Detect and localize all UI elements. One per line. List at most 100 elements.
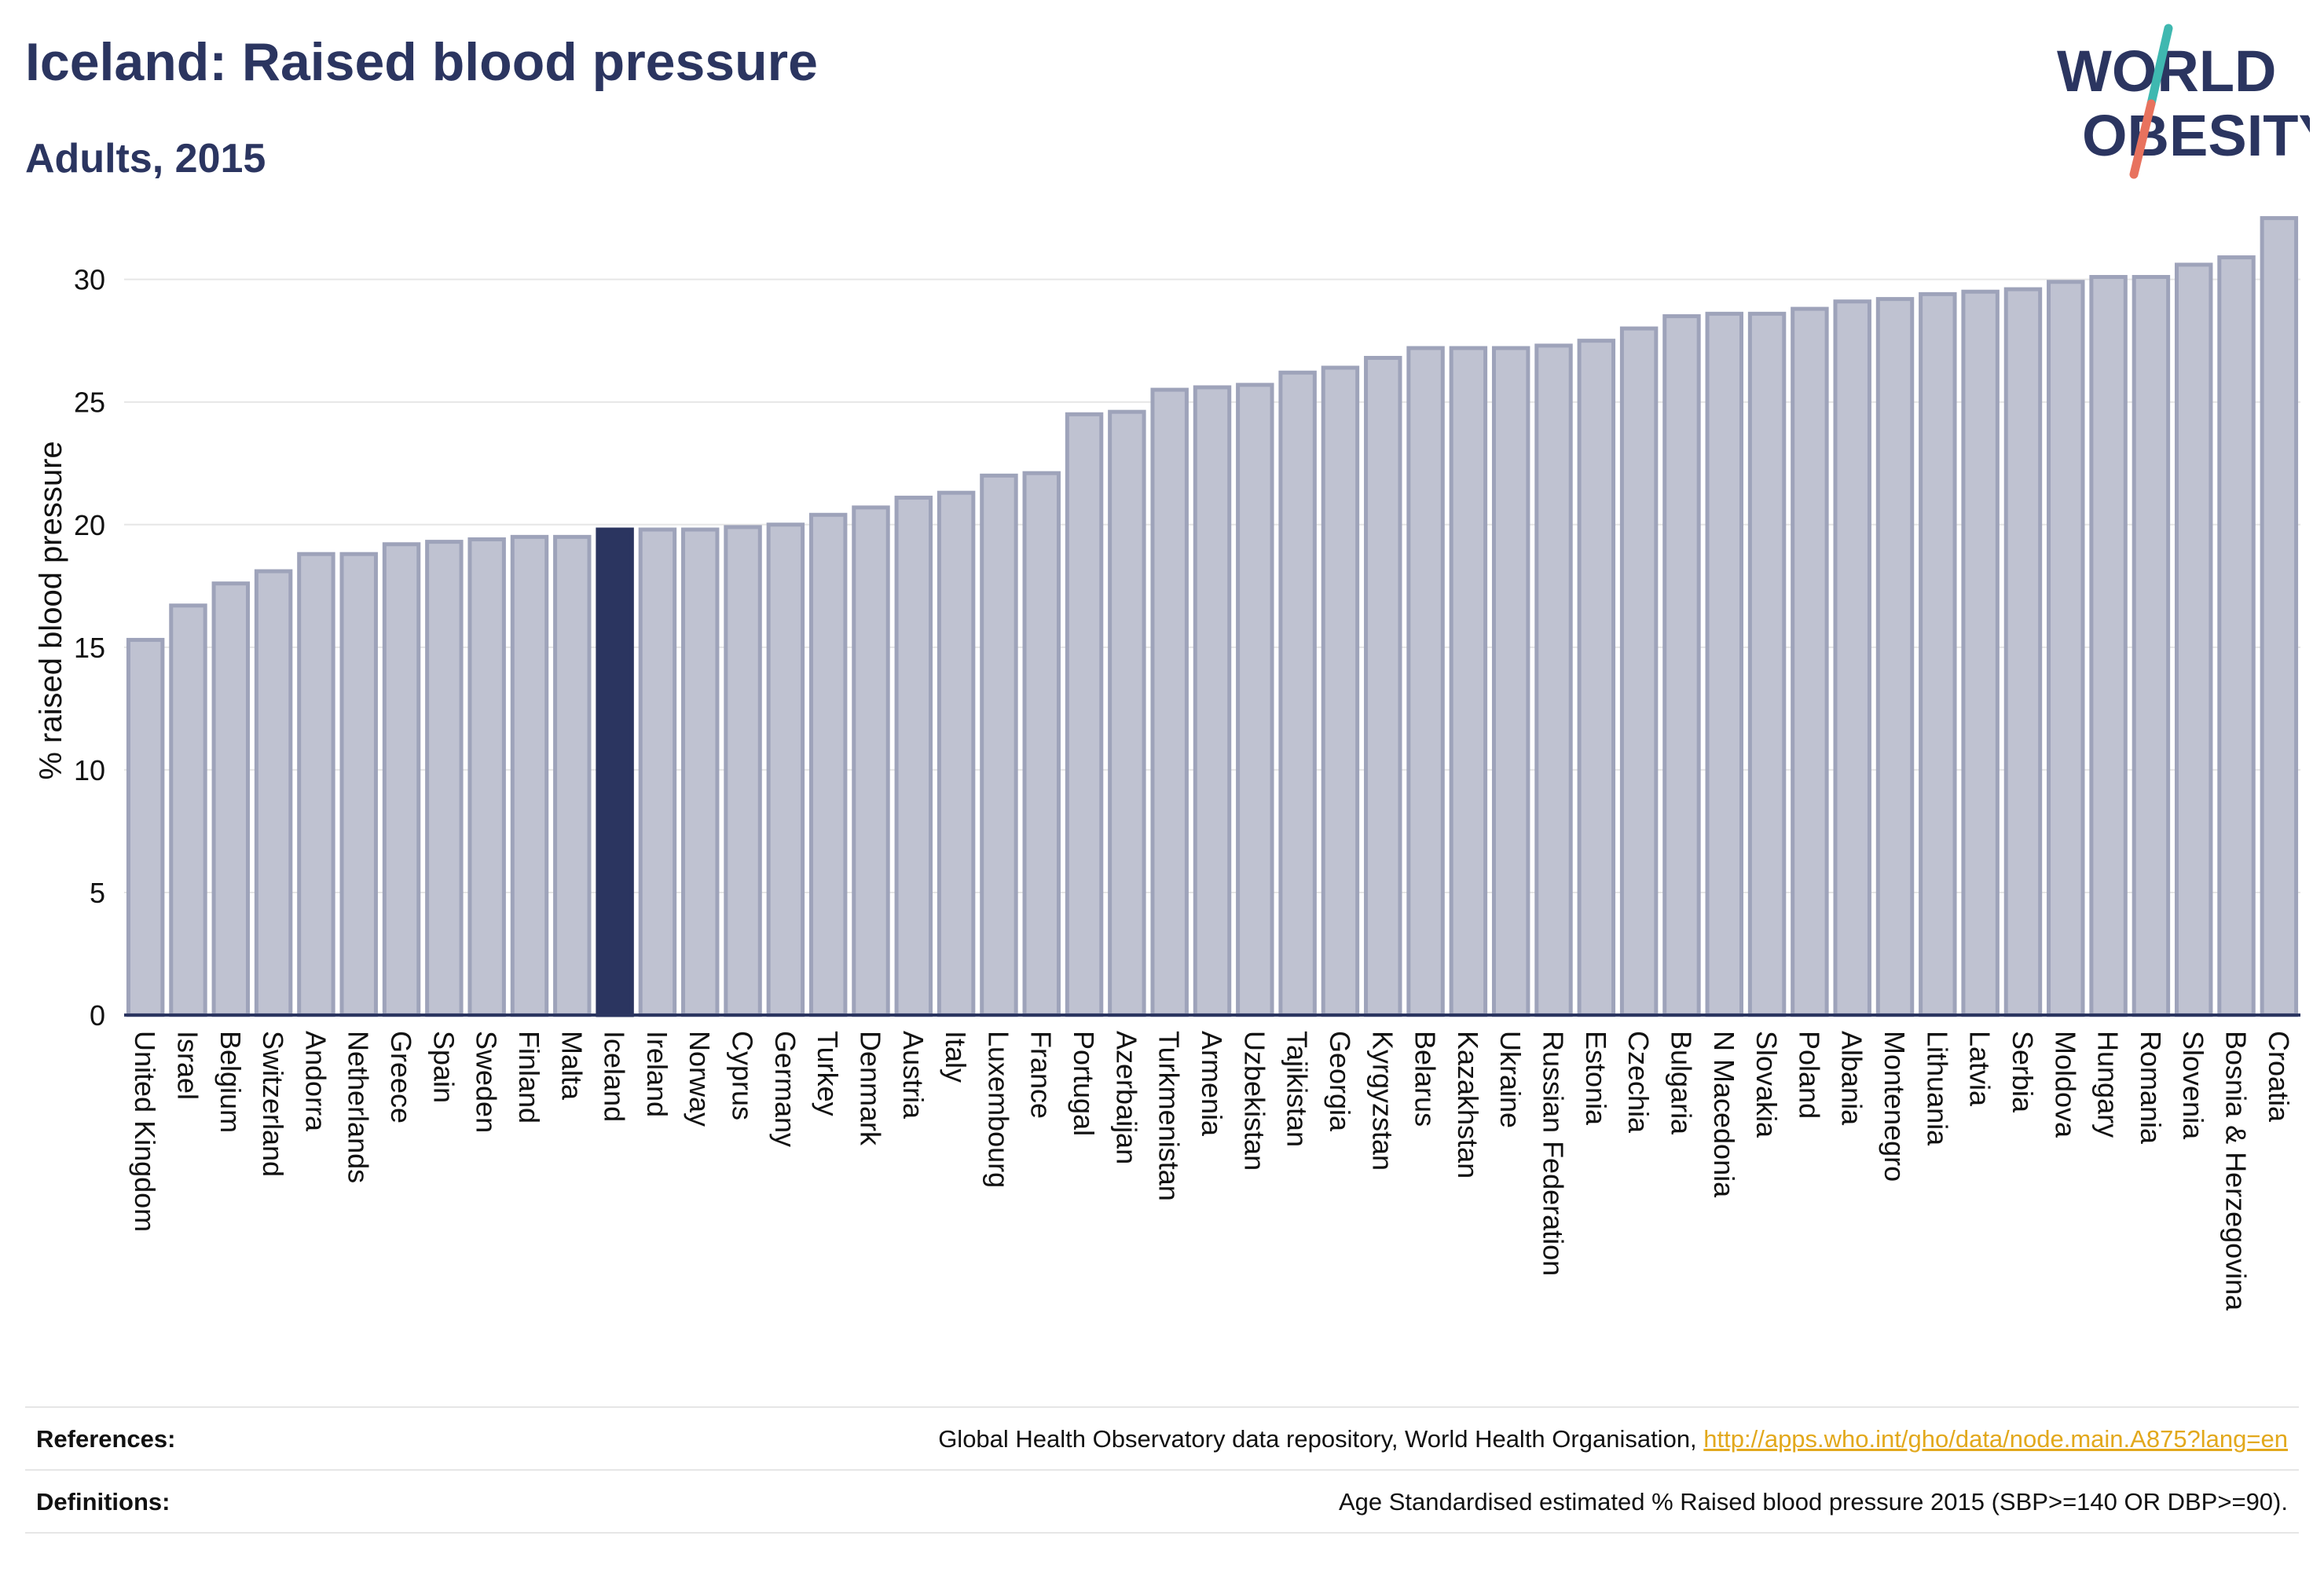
bar: [211, 581, 251, 1017]
bar: [2003, 287, 2043, 1017]
y-tick-label: 20: [74, 509, 105, 541]
bars: [126, 216, 2299, 1017]
x-tick-label: Greece: [385, 1031, 417, 1123]
bar: [980, 473, 1018, 1017]
x-tick-label: Estonia: [1580, 1031, 1612, 1126]
bar: [1961, 289, 2000, 1017]
references-value: Global Health Observatory data repositor…: [938, 1425, 2288, 1453]
x-tick-label: Montenegro: [1879, 1031, 1911, 1182]
x-tick-label: Poland: [1793, 1031, 1825, 1119]
y-tick-label: 15: [74, 632, 105, 664]
references-text: Global Health Observatory data repositor…: [938, 1425, 1704, 1453]
bar: [2260, 216, 2299, 1017]
x-tick-label: Sweden: [471, 1031, 503, 1133]
logo-slash-red: [2129, 99, 2156, 179]
bar: [1662, 313, 1701, 1017]
bar: [766, 522, 805, 1017]
bar: [1791, 306, 1829, 1017]
x-tick-label: Turkmenistan: [1153, 1031, 1186, 1201]
x-tick-label: Netherlands: [343, 1031, 375, 1183]
y-tick-label: 5: [90, 877, 105, 909]
bar: [1875, 297, 1915, 1017]
x-tick-label: Malta: [555, 1031, 588, 1101]
bar: [2132, 275, 2171, 1017]
bar-chart: 0 5 10 15 20 25 30 United Kingdom Israel Belgium…: [34, 216, 2300, 1311]
x-tick-label: Portugal: [1068, 1031, 1100, 1136]
bar: [724, 525, 762, 1017]
bar: [1577, 339, 1616, 1017]
x-tick-label: Slovenia: [2177, 1031, 2209, 1140]
x-tick-label: Belarus: [1409, 1031, 1442, 1127]
world-obesity-logo: WORLD OBESITY: [2057, 24, 2310, 179]
x-tick-label: Moldova: [2049, 1031, 2081, 1138]
bar: [2174, 262, 2213, 1017]
x-tick-label: Israel: [171, 1031, 203, 1100]
bar: [169, 603, 207, 1017]
x-tick-label: Russian Federation: [1538, 1031, 1570, 1276]
bar: [1321, 365, 1360, 1017]
bar: [1449, 346, 1488, 1017]
x-tick-label: Tajikistan: [1281, 1031, 1314, 1147]
x-tick-label: Turkey: [812, 1031, 844, 1116]
x-tick-label: Austria: [897, 1031, 929, 1120]
x-tick-label: Kyrgyzstan: [1366, 1031, 1398, 1171]
bar: [1705, 311, 1743, 1017]
x-tick-label: Norway: [684, 1031, 716, 1127]
bar: [1619, 326, 1659, 1017]
y-tick-label: 10: [74, 754, 105, 786]
x-tick-label: Denmark: [854, 1031, 886, 1146]
x-tick-label: Germany: [769, 1031, 801, 1147]
x-tick-label: Finland: [513, 1031, 545, 1123]
x-tick-label: Italy: [940, 1031, 972, 1083]
bar: [1833, 299, 1871, 1017]
bar: [1534, 343, 1573, 1017]
bar: [681, 527, 720, 1017]
x-tick-label: United Kingdom: [129, 1031, 161, 1232]
bar: [2047, 280, 2085, 1017]
bar: [1406, 346, 1445, 1017]
x-tick-label: Hungary: [2092, 1031, 2124, 1138]
bar: [1108, 409, 1146, 1017]
x-tick-label: Slovakia: [1750, 1031, 1783, 1138]
bar: [1364, 356, 1402, 1017]
bar: [1193, 385, 1232, 1017]
bar: [382, 542, 421, 1017]
bar: [1491, 346, 1530, 1017]
x-tick-label: Ireland: [641, 1031, 673, 1117]
x-tick-label: France: [1025, 1031, 1058, 1119]
x-tick-label: Bosnia & Herzegovina: [2220, 1031, 2253, 1311]
bar-highlight: [596, 527, 634, 1017]
bar: [2217, 255, 2256, 1017]
bar: [510, 534, 549, 1017]
references-link[interactable]: http://apps.who.int/gho/data/node.main.A…: [1703, 1425, 2288, 1453]
bar: [1022, 471, 1061, 1017]
y-tick-label: 0: [90, 999, 105, 1032]
bar: [1236, 383, 1274, 1017]
x-tick-label: Georgia: [1324, 1031, 1356, 1132]
y-tick-labels: 0 5 10 15 20 25 30: [74, 264, 105, 1032]
x-tick-label: Azerbaijan: [1110, 1031, 1142, 1164]
x-tick-label: Ukraine: [1494, 1031, 1527, 1128]
bar: [1919, 291, 1957, 1017]
x-tick-label: Armenia: [1196, 1031, 1228, 1137]
x-tick-label: Cyprus: [727, 1031, 759, 1120]
y-tick-label: 30: [74, 264, 105, 296]
bar: [339, 552, 378, 1017]
x-tick-label: Kazakhstan: [1452, 1031, 1484, 1178]
bar: [1065, 412, 1104, 1017]
x-tick-label: Andorra: [299, 1031, 332, 1132]
x-tick-label: Romania: [2135, 1031, 2167, 1145]
definitions-value: Age Standardised estimated % Raised bloo…: [1338, 1488, 2288, 1516]
bar: [1278, 370, 1317, 1017]
logo-slash-teal: [2146, 24, 2173, 108]
bar: [937, 490, 976, 1017]
bar: [425, 540, 464, 1017]
y-tick-label: 25: [74, 387, 105, 419]
x-tick-labels: United Kingdom Israel Belgium Switzerland An…: [129, 1031, 2295, 1311]
bar: [297, 552, 335, 1017]
bar: [852, 505, 890, 1017]
x-tick-label: Iceland: [599, 1031, 631, 1122]
x-tick-label: Serbia: [2007, 1031, 2039, 1113]
logo-line-2: OBESITY: [2082, 103, 2310, 168]
footer-divider: [25, 1532, 2299, 1534]
